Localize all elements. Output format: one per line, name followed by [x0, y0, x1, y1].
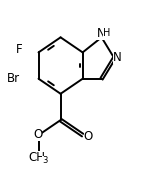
Text: N: N [113, 51, 121, 64]
Text: N: N [96, 26, 105, 40]
Text: Br: Br [6, 72, 20, 85]
Text: O: O [33, 128, 42, 141]
Text: F: F [16, 43, 22, 56]
Text: CH: CH [28, 151, 45, 164]
Text: H: H [103, 28, 110, 38]
Text: O: O [83, 130, 93, 143]
Text: 3: 3 [42, 156, 47, 165]
